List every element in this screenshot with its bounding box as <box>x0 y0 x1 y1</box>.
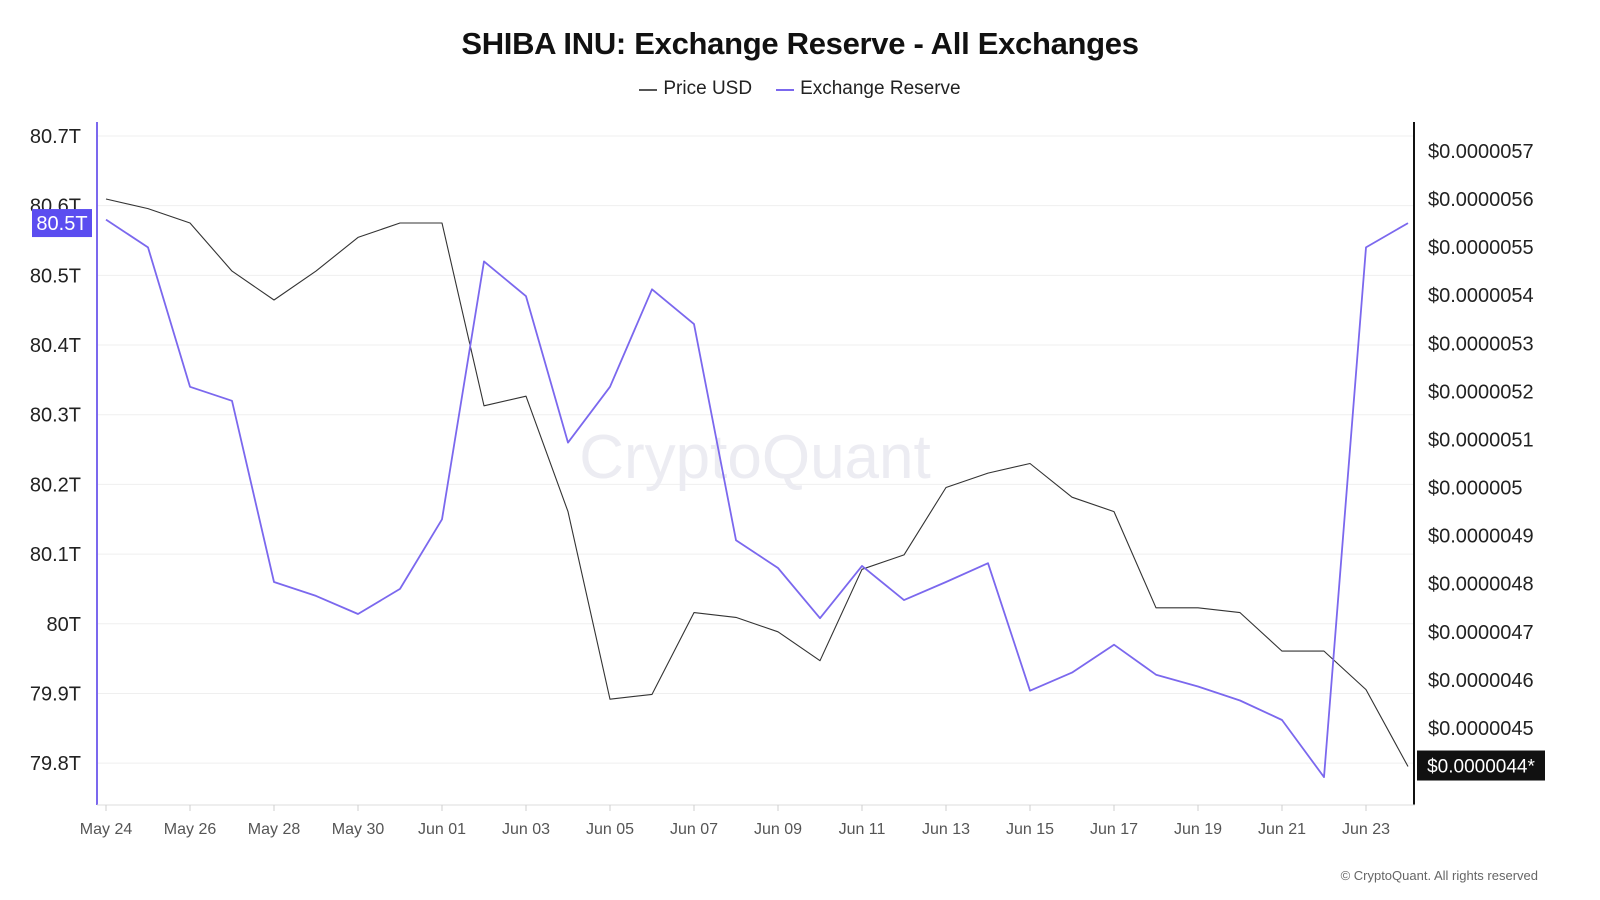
legend-swatch-price <box>639 89 658 91</box>
x-tick-label: Jun 01 <box>418 821 466 838</box>
right-current-badge-label: $0.0000044* <box>1427 757 1535 778</box>
right-tick-label: $0.0000054 <box>1428 285 1534 307</box>
left-tick-label: 80.2T <box>30 474 81 496</box>
x-tick-label: Jun 09 <box>754 821 802 838</box>
right-tick-label: $0.0000047 <box>1428 622 1534 644</box>
x-tick-label: Jun 21 <box>1258 821 1306 838</box>
right-tick-label: $0.0000057 <box>1428 141 1534 163</box>
right-tick-label: $0.0000053 <box>1428 333 1534 355</box>
left-tick-label: 79.8T <box>30 753 81 775</box>
right-tick-label: $0.0000045 <box>1428 718 1534 740</box>
right-tick-label: $0.0000051 <box>1428 429 1534 451</box>
right-tick-label: $0.0000055 <box>1428 237 1534 259</box>
left-tick-label: 80.1T <box>30 544 81 566</box>
legend-label-reserve: Exchange Reserve <box>800 78 961 99</box>
legend-label-price: Price USD <box>663 78 753 99</box>
left-current-badge-label: 80.5T <box>36 213 87 235</box>
left-tick-label: 80.7T <box>30 126 81 148</box>
series-line-exchange-reserve <box>105 218 1409 778</box>
right-tick-label: $0.0000049 <box>1428 526 1534 548</box>
left-tick-label: 80T <box>47 614 81 636</box>
left-tick-label: 80.5T <box>30 265 81 287</box>
legend-swatch-reserve <box>776 89 795 91</box>
right-tick-label: $0.000005 <box>1428 478 1523 500</box>
left-tick-label: 79.9T <box>30 683 81 705</box>
x-tick-label: Jun 13 <box>922 821 970 838</box>
right-current-badge <box>1417 750 1545 781</box>
series-line-price-usd <box>105 198 1409 767</box>
x-tick-label: Jun 23 <box>1342 821 1390 838</box>
x-tick-label: Jun 15 <box>1006 821 1054 838</box>
x-tick-label: Jun 05 <box>586 821 634 838</box>
right-tick-label: $0.0000048 <box>1428 574 1534 596</box>
x-tick-label: May 30 <box>332 821 385 838</box>
legend-item-reserve[interactable]: Exchange Reserve <box>776 78 961 100</box>
chart-title: SHIBA INU: Exchange Reserve - All Exchan… <box>461 26 1139 61</box>
x-tick-label: May 26 <box>164 821 217 838</box>
left-current-badge <box>32 209 92 238</box>
watermark: CryptoQuant <box>579 423 931 492</box>
legend-item-price[interactable]: Price USD <box>639 78 752 100</box>
x-tick-label: Jun 11 <box>839 821 886 838</box>
copyright-footer: © CryptoQuant. All rights reserved <box>1340 868 1538 883</box>
x-tick-label: Jun 19 <box>1174 821 1222 838</box>
right-tick-label: $0.0000056 <box>1428 189 1534 211</box>
x-tick-label: Jun 07 <box>670 821 718 838</box>
left-tick-label: 80.3T <box>30 405 81 427</box>
left-tick-label: 80.4T <box>30 335 81 357</box>
x-tick-label: Jun 17 <box>1090 821 1138 838</box>
x-tick-label: Jun 03 <box>502 821 550 838</box>
x-tick-label: May 24 <box>80 821 133 838</box>
right-tick-label: $0.0000046 <box>1428 670 1534 692</box>
right-tick-label: $0.0000052 <box>1428 381 1534 403</box>
x-tick-label: May 28 <box>248 821 301 838</box>
chart-legend: Price USD Exchange Reserve <box>0 78 1600 100</box>
